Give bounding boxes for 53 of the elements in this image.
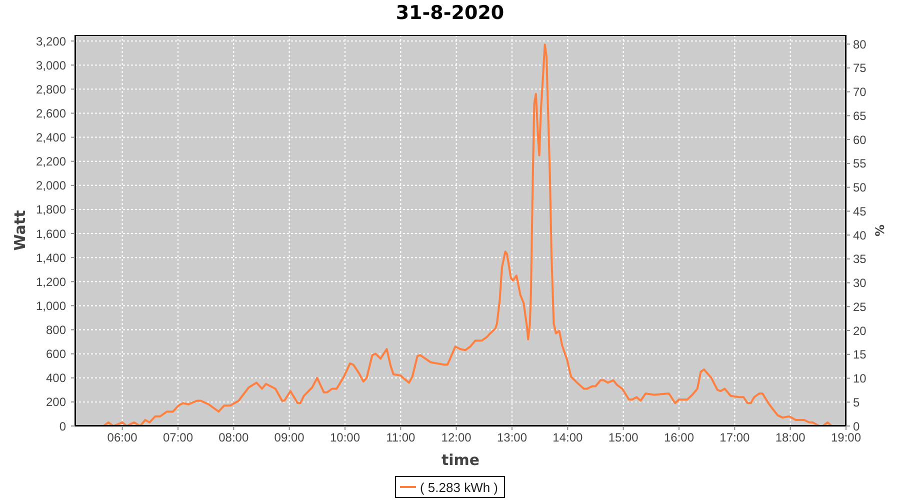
y2-tick-label: 0 — [853, 419, 860, 434]
y-tick-label: 400 — [46, 371, 66, 386]
x-tick-label: 07:00 — [162, 430, 194, 445]
y-tick-label: 1,000 — [36, 298, 66, 313]
legend-label: ( 5.283 kWh ) — [420, 480, 498, 494]
y2-tick-label: 5 — [853, 395, 860, 410]
y2-tick-label: 70 — [853, 85, 867, 100]
y-tick-label: 3,000 — [36, 58, 66, 72]
y-tick-label: 1,600 — [36, 226, 66, 241]
y-axis-title: Watt — [11, 210, 29, 251]
x-tick-label: 15:00 — [608, 430, 639, 445]
x-tick-label: 09:00 — [274, 430, 305, 445]
y-tick-label: 2,400 — [36, 130, 66, 145]
x-tick-label: 11:00 — [386, 430, 416, 445]
x-tick-label: 19:00 — [830, 430, 862, 445]
y2-tick-label: 45 — [853, 204, 867, 218]
y2-axis-title: % — [873, 224, 887, 237]
x-tick-label: 10:00 — [330, 430, 360, 445]
y2-tick-label: 15 — [853, 348, 867, 362]
y2-tick-label: 10 — [853, 372, 867, 386]
y2-tick-label: 25 — [853, 300, 867, 314]
y-tick-label: 2,800 — [36, 82, 66, 96]
y-tick-label: 1,400 — [36, 250, 66, 265]
x-tick-label: 17:00 — [720, 430, 750, 445]
y2-tick-label: 20 — [853, 324, 867, 338]
y2-tick-label: 40 — [853, 228, 867, 242]
y-tick-label: 800 — [46, 323, 66, 338]
y-tick-label: 1,800 — [36, 202, 66, 217]
x-tick-label: 16:00 — [664, 430, 694, 445]
y-tick-label: 600 — [46, 347, 66, 362]
y2-tick-label: 30 — [853, 276, 867, 290]
y-tick-label: 2,000 — [36, 178, 66, 193]
x-tick-label: 08:00 — [218, 430, 249, 445]
y-tick-label: 2,600 — [36, 106, 66, 120]
x-tick-label: 12:00 — [441, 430, 472, 445]
x-axis-title: time — [441, 451, 480, 469]
y2-tick-label: 65 — [853, 108, 867, 123]
y-tick-label: 200 — [46, 395, 66, 410]
x-tick-label: 14:00 — [552, 430, 583, 445]
y2-tick-label: 60 — [853, 132, 867, 147]
y2-tick-label: 35 — [853, 252, 867, 266]
y-tick-label: 0 — [59, 419, 66, 434]
y2-tick-label: 75 — [853, 61, 867, 76]
y-tick-label: 1,200 — [36, 274, 66, 289]
chart-title: 31-8-2020 — [394, 2, 506, 24]
x-tick-label: 13:00 — [496, 430, 528, 445]
y-tick-label: 2,200 — [36, 154, 66, 169]
y2-tick-label: 55 — [853, 156, 867, 171]
y2-tick-label: 50 — [853, 180, 867, 195]
y-tick-label: 3,200 — [36, 34, 66, 48]
y2-tick-label: 80 — [853, 37, 867, 52]
x-tick-label: 18:00 — [775, 430, 806, 445]
x-tick-label: 06:00 — [107, 430, 138, 445]
